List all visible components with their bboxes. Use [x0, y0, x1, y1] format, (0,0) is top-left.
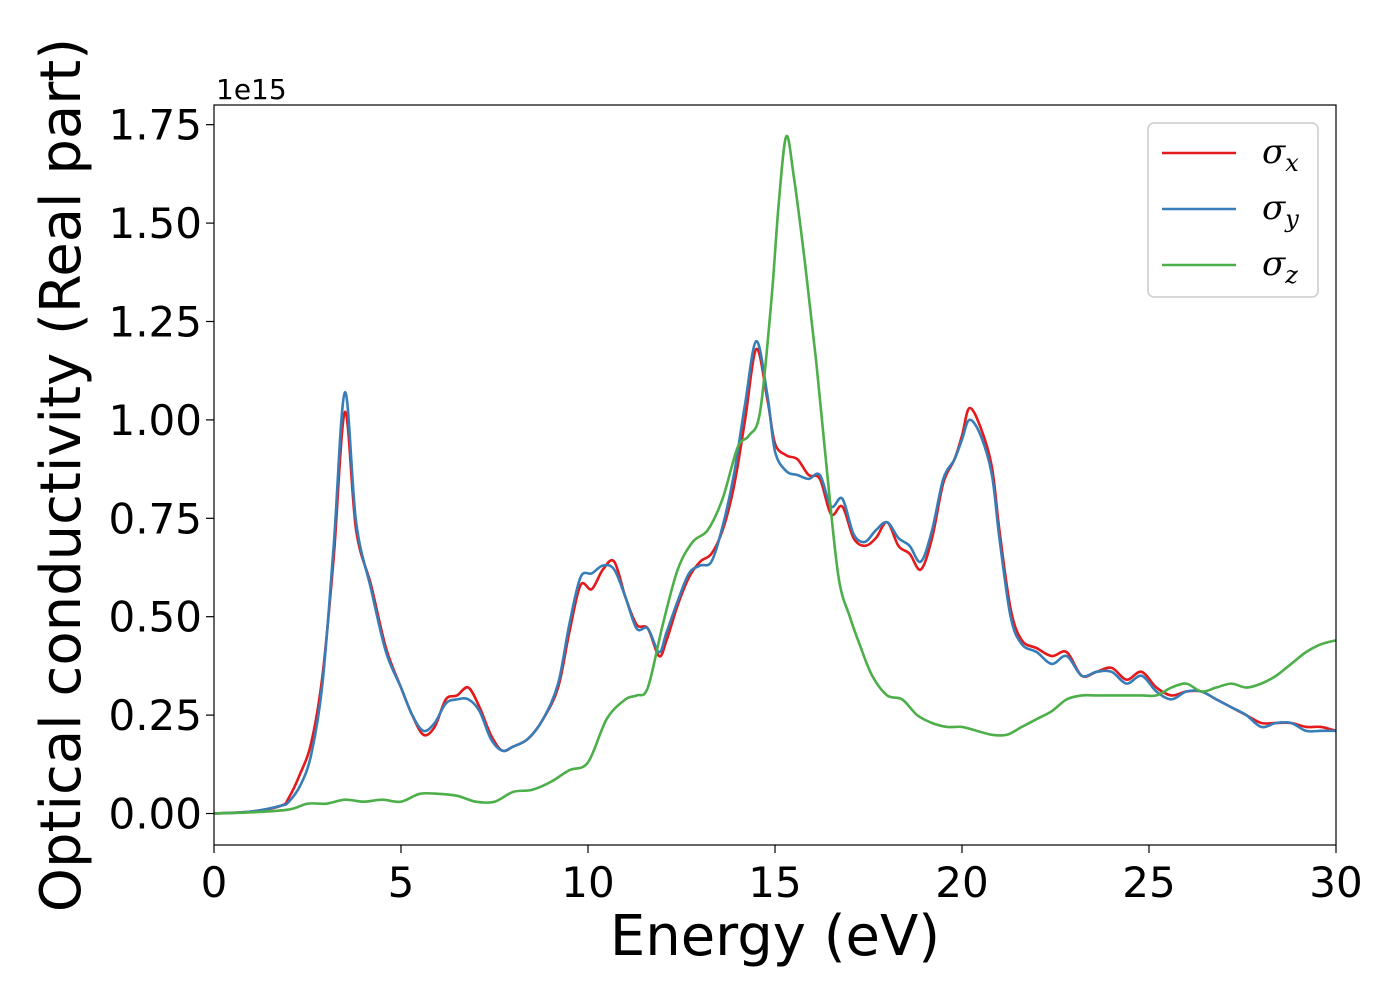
y-tick-label: 0.25	[108, 691, 202, 740]
y-tick-label: 1.75	[108, 101, 202, 150]
y-tick-label: 1.50	[108, 199, 202, 248]
x-tick-label: 30	[1309, 858, 1362, 907]
x-axis-title: Energy (eV)	[610, 904, 940, 969]
y-tick-label: 0.75	[108, 494, 202, 543]
x-tick-label: 0	[201, 858, 228, 907]
y-axis-ticks: 0.00 0.25 0.50 0.75 1.00 1.25 1.50 1.75	[108, 101, 214, 839]
legend-item-y: σy	[1162, 188, 1299, 233]
y-tick-label: 0.50	[108, 593, 202, 642]
x-tick-label: 15	[748, 858, 801, 907]
y-tick-label: 1.25	[108, 297, 202, 346]
y-axis-title: Optical conductivity (Real part)	[29, 38, 94, 912]
series-layer	[213, 134, 1337, 815]
x-tick-label: 10	[561, 858, 614, 907]
x-axis-ticks: 0 5 10 15 20 25 30	[201, 845, 1363, 907]
x-tick-label: 5	[388, 858, 415, 907]
x-tick-label: 20	[935, 858, 988, 907]
legend-label: σy	[1262, 188, 1299, 233]
series-line-z	[213, 134, 1337, 815]
y-tick-label: 1.00	[108, 396, 202, 445]
y-tick-label: 0.00	[108, 790, 202, 839]
y-offset-label: 1e15	[216, 73, 287, 106]
x-tick-label: 25	[1122, 858, 1175, 907]
